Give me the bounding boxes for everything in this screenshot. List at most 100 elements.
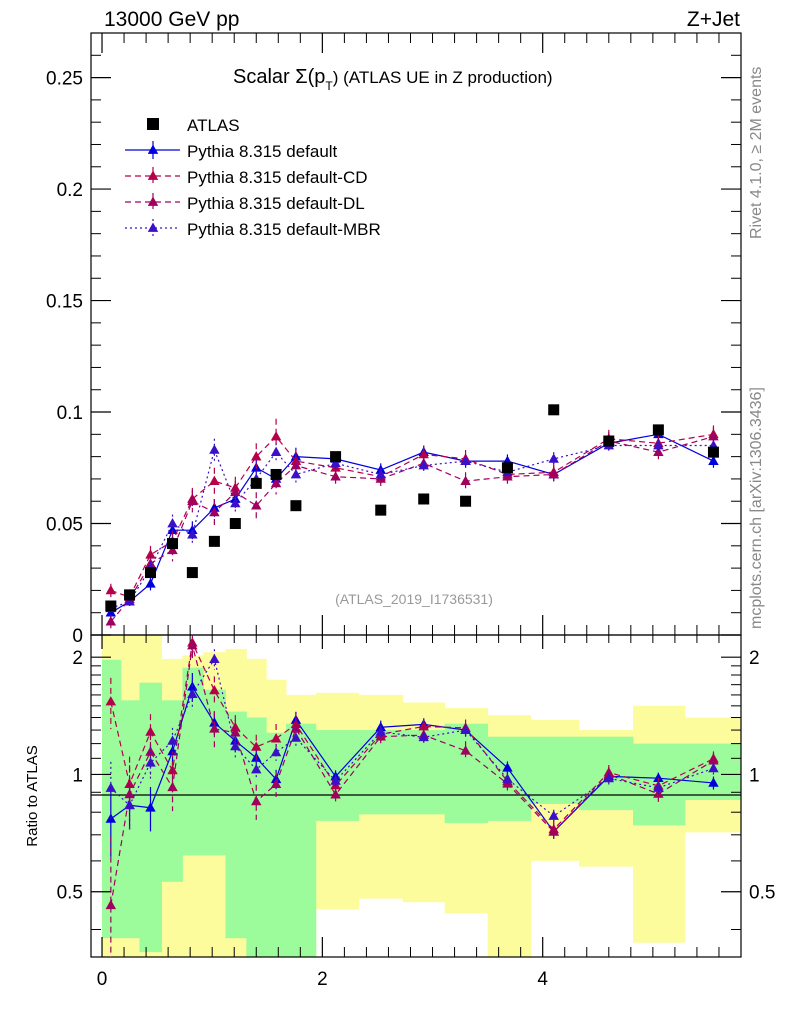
y-tick-label: 0.25 bbox=[46, 69, 83, 90]
ratio-marker-cd bbox=[105, 696, 117, 706]
marker-mbr bbox=[460, 455, 471, 465]
ratio-series bbox=[105, 635, 719, 957]
marker-dl bbox=[290, 460, 302, 470]
ratio-marker-default bbox=[502, 762, 513, 772]
ratio-marker-dl bbox=[187, 639, 198, 650]
ratio-marker-mbr bbox=[653, 782, 664, 792]
data-point bbox=[501, 462, 513, 474]
ratio-marker-dl bbox=[270, 778, 282, 788]
ratio-band-green bbox=[402, 730, 446, 815]
ratio-marker-dl bbox=[209, 723, 220, 733]
ratio-marker-mbr bbox=[460, 724, 471, 734]
legend-marker-default bbox=[147, 144, 159, 154]
ratio-marker-mbr bbox=[209, 653, 220, 664]
legend-marker-mbr bbox=[147, 222, 159, 232]
chart-title-prefix: Scalar Σ(p bbox=[233, 66, 325, 88]
marker-dl bbox=[548, 468, 559, 479]
ratio-marker-cd bbox=[270, 733, 282, 743]
legend-label-mbr: Pythia 8.315 default-MBR bbox=[187, 220, 381, 239]
ratio-marker-mbr bbox=[167, 735, 178, 745]
chart-title-subscript: T bbox=[325, 79, 333, 93]
y-tick-label: 0.2 bbox=[57, 180, 83, 201]
legend: ATLAS Pythia 8.315 default Pythia 8.315 de… bbox=[125, 116, 381, 239]
marker-mbr bbox=[209, 444, 220, 454]
ratio-band-green bbox=[225, 711, 247, 939]
ratio-marker-dl bbox=[145, 746, 156, 756]
marker-cd bbox=[145, 549, 156, 559]
ratio-marker-dl bbox=[124, 788, 135, 799]
data-point bbox=[375, 504, 387, 516]
marker-mbr bbox=[290, 468, 302, 479]
ratio-marker-cd bbox=[145, 726, 156, 736]
y-tick-label: 0.15 bbox=[46, 292, 83, 313]
marker-mbr bbox=[270, 446, 282, 457]
ratio-marker-mbr bbox=[124, 799, 135, 810]
process-label: Z+Jet bbox=[686, 8, 740, 31]
data-point bbox=[167, 538, 179, 550]
legend-label-dl: Pythia 8.315 default-DL bbox=[187, 194, 365, 213]
ratio-marker-mbr bbox=[548, 810, 559, 820]
ratio-marker-dl bbox=[460, 745, 471, 755]
data-point bbox=[603, 435, 615, 447]
series-line-mbr bbox=[110, 444, 714, 609]
marker-default bbox=[708, 455, 719, 465]
ratio-marker-default bbox=[653, 772, 664, 783]
marker-mbr bbox=[167, 518, 178, 528]
ratio-marker-dl bbox=[105, 899, 117, 910]
marker-dl bbox=[460, 475, 471, 486]
ratio-marker-dl bbox=[251, 795, 262, 806]
marker-cd bbox=[251, 451, 262, 461]
marker-mbr bbox=[375, 468, 386, 479]
chart-title: Scalar Σ(pT) (ATLAS UE in Z production) bbox=[233, 66, 553, 93]
ratio-marker-mbr bbox=[251, 764, 262, 774]
ratio-band-green bbox=[120, 700, 140, 939]
ratio-marker-mbr bbox=[708, 762, 719, 773]
marker-mbr bbox=[187, 529, 198, 539]
marker-cd bbox=[105, 584, 117, 595]
data-point bbox=[229, 518, 241, 530]
ratio-marker-mbr bbox=[418, 731, 429, 742]
marker-cd bbox=[209, 475, 220, 486]
ratio-bands bbox=[102, 635, 741, 957]
marker-cd bbox=[418, 448, 429, 459]
marker-dl bbox=[330, 471, 341, 481]
data-point bbox=[652, 424, 664, 436]
y-tick-label: 0.1 bbox=[57, 403, 83, 424]
ratio-band-green bbox=[530, 736, 580, 804]
main-series bbox=[105, 404, 719, 629]
ratio-marker-dl bbox=[167, 781, 178, 792]
ratio-band-green bbox=[203, 689, 226, 856]
ratio-tick-label: 2 bbox=[72, 648, 83, 669]
data-point bbox=[460, 495, 472, 507]
ratio-band-green bbox=[102, 659, 122, 939]
legend-label-default: Pythia 8.315 default bbox=[187, 142, 338, 161]
y-tick-label: 0.05 bbox=[46, 515, 83, 536]
marker-dl bbox=[270, 477, 282, 488]
marker-mbr bbox=[418, 460, 429, 470]
ratio-band-green bbox=[444, 723, 489, 824]
ratio-band-green bbox=[286, 723, 317, 957]
data-point bbox=[124, 589, 136, 601]
ratio-marker-dl bbox=[708, 755, 719, 765]
ratio-marker-cd bbox=[209, 684, 220, 695]
legend-marker-data bbox=[147, 118, 159, 130]
analysis-tag: (ATLAS_2019_I1736531) bbox=[335, 591, 493, 607]
legend-label-data: ATLAS bbox=[187, 116, 240, 135]
data-point bbox=[548, 404, 560, 416]
energy-label: 13000 GeV pp bbox=[104, 8, 240, 31]
marker-dl bbox=[708, 431, 719, 441]
marker-default bbox=[167, 524, 178, 535]
y-tick-label: 0 bbox=[72, 626, 83, 647]
data-point bbox=[144, 567, 156, 579]
marker-mbr bbox=[653, 439, 664, 450]
series-line-cd bbox=[110, 433, 714, 598]
ratio-tick-label-right: 0.5 bbox=[749, 883, 775, 904]
ratio-marker-default bbox=[145, 802, 156, 812]
ratio-marker-default bbox=[708, 777, 719, 787]
ratio-marker-dl bbox=[230, 727, 241, 737]
ratio-marker-mbr bbox=[105, 782, 117, 792]
data-point bbox=[418, 493, 430, 505]
ratio-marker-mbr bbox=[187, 688, 198, 699]
ratio-band-green bbox=[246, 717, 267, 957]
data-point bbox=[105, 600, 117, 612]
